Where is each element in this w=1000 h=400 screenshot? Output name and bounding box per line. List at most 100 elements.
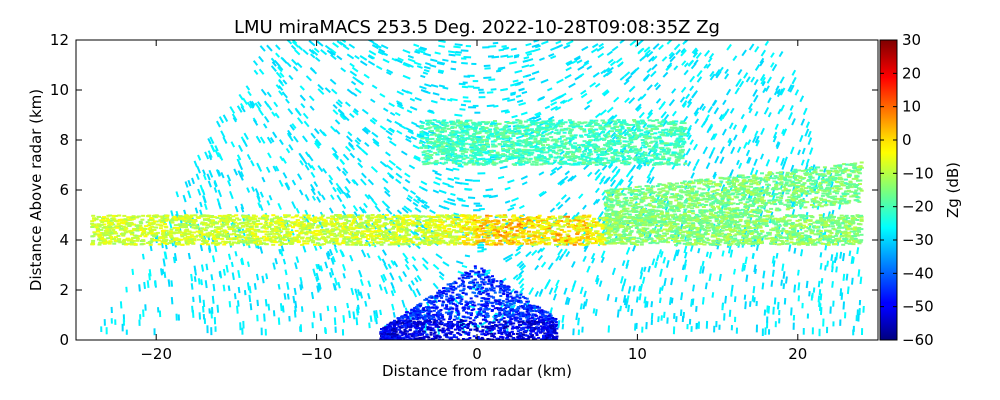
reflectivity-cell — [453, 215, 460, 220]
reflectivity-cell — [320, 49, 328, 56]
reflectivity-cell — [212, 283, 216, 292]
reflectivity-cell — [583, 290, 587, 298]
reflectivity-cell — [733, 134, 738, 141]
reflectivity-cell — [162, 258, 166, 267]
reflectivity-cell — [799, 95, 805, 103]
reflectivity-cell — [396, 100, 403, 105]
reflectivity-cell — [438, 275, 445, 281]
reflectivity-cell — [196, 166, 201, 174]
reflectivity-cell — [246, 101, 253, 109]
reflectivity-cell — [686, 127, 692, 135]
reflectivity-cell — [425, 301, 430, 308]
reflectivity-cell — [204, 280, 208, 289]
reflectivity-cell — [584, 298, 588, 307]
reflectivity-cell — [571, 59, 578, 64]
reflectivity-cell — [270, 65, 277, 72]
reflectivity-cell — [729, 249, 734, 258]
reflectivity-cell — [359, 55, 368, 61]
reflectivity-cell — [732, 124, 738, 131]
reflectivity-cell — [625, 246, 631, 255]
reflectivity-cell — [727, 137, 732, 144]
reflectivity-cell — [322, 167, 328, 174]
reflectivity-cell — [300, 282, 304, 289]
reflectivity-cell — [662, 256, 667, 264]
reflectivity-cell — [359, 278, 364, 287]
reflectivity-cell — [547, 262, 554, 270]
reflectivity-cell — [202, 195, 207, 204]
reflectivity-cell — [518, 277, 525, 285]
reflectivity-cell — [767, 97, 772, 104]
reflectivity-cell — [291, 40, 298, 45]
reflectivity-cell — [486, 91, 494, 94]
reflectivity-cell — [305, 75, 313, 82]
reflectivity-cell — [622, 128, 628, 135]
reflectivity-cell — [208, 169, 214, 178]
reflectivity-cell — [518, 270, 525, 276]
reflectivity-cell — [534, 44, 541, 49]
reflectivity-cell — [603, 67, 611, 74]
reflectivity-cell — [382, 273, 388, 281]
reflectivity-cell — [362, 208, 367, 214]
reflectivity-cell — [282, 79, 288, 85]
reflectivity-cell — [707, 57, 713, 63]
reflectivity-cell — [236, 305, 239, 314]
reflectivity-cell — [617, 178, 623, 185]
reflectivity-cell — [653, 82, 659, 88]
reflectivity-cell — [693, 59, 699, 66]
reflectivity-cell — [313, 245, 318, 251]
reflectivity-cell — [346, 88, 354, 95]
reflectivity-cell — [568, 82, 576, 89]
reflectivity-cell — [744, 301, 747, 310]
reflectivity-cell — [859, 276, 863, 285]
reflectivity-cell — [594, 187, 600, 194]
reflectivity-cell — [791, 118, 796, 126]
reflectivity-cell — [561, 99, 568, 105]
reflectivity-cell — [658, 44, 664, 51]
reflectivity-cell — [207, 180, 212, 188]
reflectivity-cell — [300, 102, 306, 109]
reflectivity-cell — [417, 198, 425, 205]
reflectivity-cell — [553, 285, 559, 294]
reflectivity-cell — [509, 61, 517, 65]
reflectivity-cell — [513, 55, 520, 59]
reflectivity-cell — [402, 270, 408, 278]
reflectivity-cell — [298, 152, 305, 161]
reflectivity-cell — [345, 192, 352, 199]
reflectivity-cell — [492, 41, 499, 45]
reflectivity-cell — [727, 245, 732, 254]
reflectivity-cell — [504, 200, 511, 204]
reflectivity-cell — [681, 100, 688, 107]
reflectivity-cell — [851, 256, 855, 264]
reflectivity-cell — [163, 251, 167, 259]
reflectivity-cell — [789, 104, 794, 111]
reflectivity-cell — [279, 303, 283, 312]
reflectivity-cell — [687, 59, 695, 67]
reflectivity-cell — [354, 139, 361, 145]
reflectivity-cell — [736, 78, 742, 85]
reflectivity-cell — [434, 171, 442, 177]
reflectivity-cell — [765, 159, 771, 167]
reflectivity-cell — [483, 76, 492, 79]
reflectivity-cell — [683, 62, 689, 68]
reflectivity-cell — [621, 260, 626, 267]
reflectivity-cell — [310, 67, 318, 75]
reflectivity-cell — [614, 170, 621, 178]
reflectivity-cell — [599, 109, 607, 116]
reflectivity-cell — [691, 298, 695, 306]
reflectivity-cell — [405, 127, 414, 133]
reflectivity-cell — [202, 306, 205, 313]
reflectivity-cell — [411, 256, 417, 262]
reflectivity-cell — [302, 49, 309, 56]
reflectivity-cell — [310, 132, 316, 139]
reflectivity-cell — [419, 46, 428, 51]
reflectivity-cell — [651, 258, 656, 266]
reflectivity-cell — [428, 109, 434, 113]
reflectivity-cell — [453, 176, 460, 180]
reflectivity-cell — [592, 71, 600, 78]
reflectivity-cell — [771, 269, 775, 277]
reflectivity-cell — [708, 251, 713, 259]
reflectivity-cell — [571, 214, 576, 220]
reflectivity-cell — [388, 102, 395, 108]
reflectivity-cell — [202, 174, 207, 181]
reflectivity-cell — [328, 248, 334, 256]
